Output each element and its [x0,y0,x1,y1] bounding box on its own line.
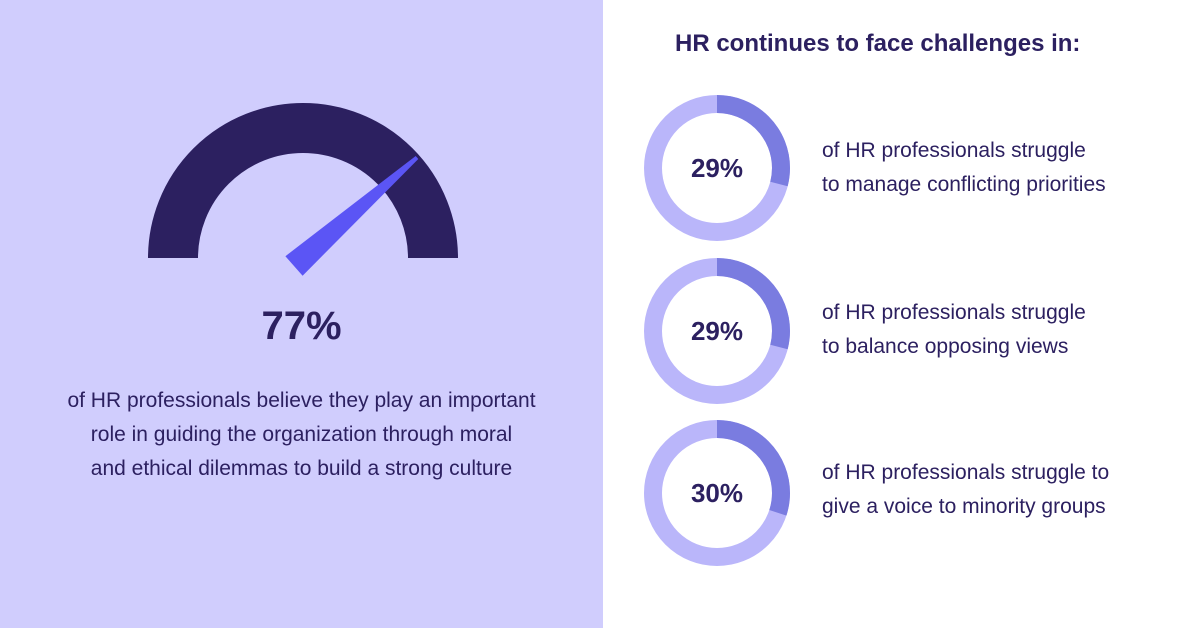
donut-chart-priorities: 29% [640,91,794,245]
donut-svg [644,420,790,566]
stat-description-line: of HR professionals struggle [822,139,1086,162]
donut-percentage: 30% [690,477,744,508]
donut-chart-minority: 30% [640,416,794,570]
gauge-description-line: and ethical dilemmas to build a strong c… [90,457,513,480]
donut-percentage: 29% [690,152,744,183]
challenges-title: HR continues to face challenges in: [675,30,1081,57]
donut-percentage: 29% [690,315,744,346]
gauge-panel: 77% of HR professionals believe they pla… [0,0,603,628]
stat-description-line: to balance opposing views [822,335,1069,358]
donut-segment [644,420,790,566]
gauge-description: of HR professionals believe they play an… [10,384,593,486]
donut-segment [644,95,790,241]
stat-description-minority: of HR professionals struggle to give a v… [822,456,1182,524]
donut-svg [644,95,790,241]
stat-description-views: of HR professionals struggle to balance … [822,296,1182,364]
donut-chart-views: 29% [640,254,794,408]
donut-svg [644,258,790,404]
gauge-description-line: role in guiding the organization through… [90,423,513,446]
donut-segment [644,258,790,404]
stat-description-line: of HR professionals struggle to [822,461,1110,484]
stat-description-line: of HR professionals struggle [822,301,1086,324]
gauge-needle [285,156,419,276]
stat-description-line: give a voice to minority groups [822,495,1106,518]
gauge-arc [148,103,458,259]
stat-description-line: to manage conflicting priorities [822,173,1106,196]
gauge-description-line: of HR professionals believe they play an… [67,389,536,412]
gauge-chart [148,103,458,276]
stat-description-priorities: of HR professionals struggle to manage c… [822,134,1182,202]
gauge-percentage: 77% [261,304,342,348]
